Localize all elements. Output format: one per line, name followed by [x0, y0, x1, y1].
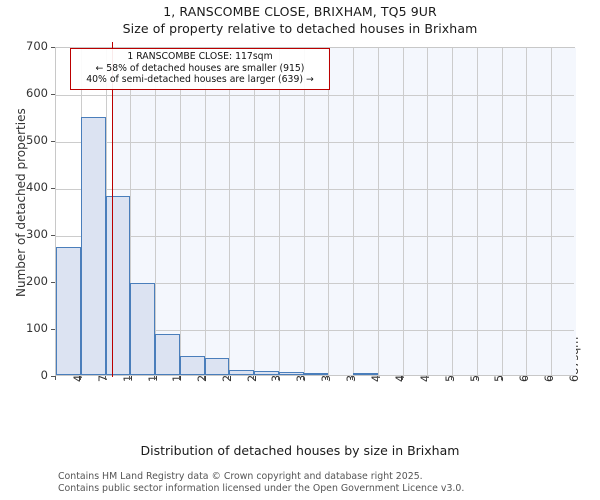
gridline-horizontal [56, 330, 574, 331]
x-tick-mark [352, 376, 354, 380]
gridline-horizontal [56, 236, 574, 237]
x-tick-mark [277, 376, 279, 380]
footer-line-1: Contains HM Land Registry data © Crown c… [58, 471, 423, 482]
annotation-line-1: 1 RANSCOMBE CLOSE: 117sqm [127, 51, 273, 62]
x-tick-mark [79, 376, 81, 380]
histogram-bar [179, 356, 205, 375]
y-tick-mark [51, 282, 55, 283]
x-tick-mark [500, 376, 502, 380]
gridline-vertical [130, 48, 132, 375]
y-tick-mark [51, 188, 55, 189]
gridline-vertical [452, 48, 454, 375]
x-tick-mark [376, 376, 378, 380]
y-tick-label: 700 [26, 39, 48, 53]
y-tick-label: 100 [26, 321, 48, 335]
subject-property-marker-line [111, 42, 114, 377]
chart-title: 1, RANSCOMBE CLOSE, BRIXHAM, TQ5 9UR [163, 4, 437, 19]
x-tick-mark [129, 376, 131, 380]
x-tick-mark [475, 376, 477, 380]
x-tick-mark [228, 376, 230, 380]
y-tick-label: 600 [26, 86, 48, 100]
histogram-bar [80, 117, 106, 375]
x-tick-mark [302, 376, 304, 380]
gridline-vertical [204, 48, 206, 375]
histogram-bar [204, 357, 230, 375]
y-tick-mark [51, 47, 55, 48]
right-of-marker-shading [111, 48, 576, 375]
gridline-vertical [229, 48, 231, 375]
y-tick-label: 200 [26, 274, 48, 288]
histogram-bar [105, 196, 131, 375]
annotation-line-2: ← 58% of detached houses are smaller (91… [95, 62, 305, 74]
gridline-vertical [402, 48, 404, 375]
y-tick-label: 300 [26, 227, 48, 241]
gridline-vertical [526, 48, 528, 375]
gridline-vertical [303, 48, 305, 375]
gridline-vertical [328, 48, 330, 375]
y-tick-mark [51, 329, 55, 330]
annotation-line-3: 40% of semi-detached houses are larger (… [86, 74, 314, 85]
x-tick-mark [525, 376, 527, 380]
histogram-bar [130, 282, 156, 375]
chart-subtitle: Size of property relative to detached ho… [122, 21, 478, 36]
y-tick-mark [51, 94, 55, 95]
gridline-vertical [501, 48, 503, 375]
histogram-bar [56, 247, 81, 375]
x-tick-mark [327, 376, 329, 380]
gridline-vertical [353, 48, 355, 375]
gridline-horizontal [56, 283, 574, 284]
histogram-bar [155, 333, 180, 375]
x-tick-mark [253, 376, 255, 380]
gridline-horizontal [56, 95, 574, 96]
gridline-vertical [254, 48, 256, 375]
gridline-vertical [476, 48, 478, 375]
attribution-footer: Contains HM Land Registry data © Crown c… [58, 471, 464, 494]
gridline-vertical [278, 48, 280, 375]
gridline-vertical [155, 48, 157, 375]
x-tick-mark [451, 376, 453, 380]
x-tick-mark [154, 376, 156, 380]
subject-property-annotation-box: 1 RANSCOMBE CLOSE: 117sqm ← 58% of detac… [70, 48, 330, 90]
gridline-vertical [377, 48, 379, 375]
x-axis-label: Distribution of detached houses by size … [140, 443, 460, 458]
x-tick-mark [178, 376, 180, 380]
y-tick-mark [51, 376, 55, 377]
plot-area [55, 42, 576, 377]
x-tick-mark [55, 376, 56, 380]
y-tick-label: 500 [26, 133, 48, 147]
histogram-bar [353, 373, 378, 375]
footer-line-2: Contains public sector information licen… [58, 482, 465, 494]
histogram-bar [278, 371, 304, 375]
y-tick-label: 400 [26, 180, 48, 194]
gridline-vertical [179, 48, 181, 375]
x-tick-mark [426, 376, 428, 380]
gridline-vertical [427, 48, 429, 375]
gridline-horizontal [56, 142, 574, 143]
histogram-bar [303, 372, 329, 375]
y-tick-label: 0 [40, 368, 48, 382]
x-tick-mark [104, 376, 106, 380]
x-tick-mark [550, 376, 552, 380]
histogram-bar [254, 370, 279, 375]
gridline-horizontal [56, 189, 574, 190]
y-tick-mark [51, 235, 55, 236]
histogram-bar [229, 369, 255, 375]
x-tick-mark [203, 376, 205, 380]
x-tick-mark [401, 376, 403, 380]
y-tick-mark [51, 141, 55, 142]
gridline-vertical [551, 48, 553, 375]
